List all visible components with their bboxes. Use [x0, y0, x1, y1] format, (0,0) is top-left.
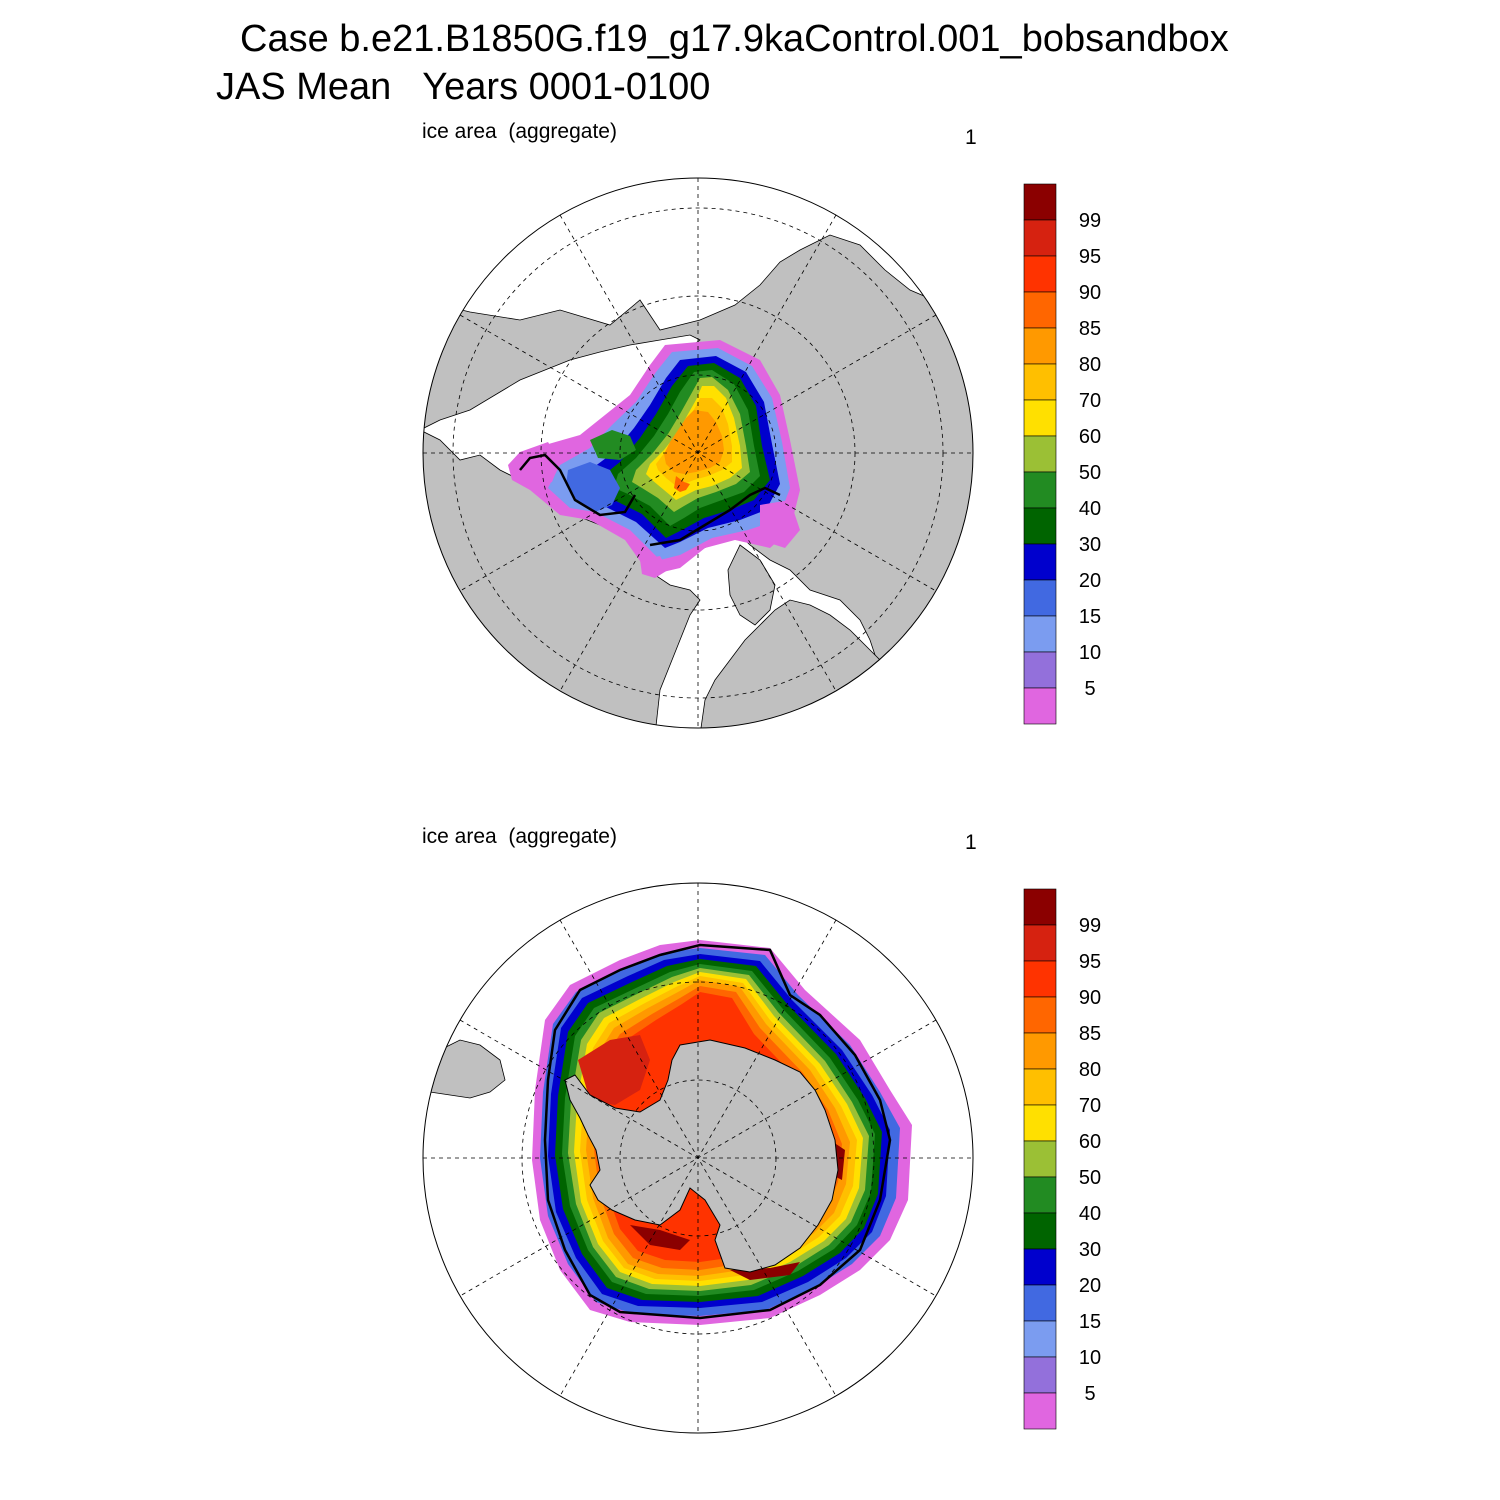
colorbar-swatch	[1023, 1176, 1057, 1214]
north-graticule	[423, 178, 973, 728]
colorbar-swatch	[1023, 996, 1057, 1034]
colorbar-tick-label: 15	[1079, 1311, 1101, 1333]
colorbar-tick-label: 30	[1079, 1239, 1101, 1261]
colorbar-swatch	[1023, 1284, 1057, 1322]
colorbar-swatch	[1023, 291, 1057, 329]
colorbar-swatch	[1023, 579, 1057, 617]
colorbar-tick-label: 20	[1079, 1275, 1101, 1297]
colorbar-tick-label: 10	[1079, 1347, 1101, 1369]
colorbar-swatch	[1023, 1320, 1057, 1358]
colorbar-tick-label: 10	[1079, 642, 1101, 664]
colorbar-tick-label: 80	[1079, 354, 1101, 376]
north-polar-map	[422, 177, 974, 729]
north-ice-edge-contour	[519, 453, 781, 547]
colorbar-swatch	[1023, 435, 1057, 473]
colorbar-tick-label: 60	[1079, 1131, 1101, 1153]
figure-title: Case b.e21.B1850G.f19_g17.9kaControl.001…	[240, 18, 1229, 60]
colorbar-swatch	[1023, 651, 1057, 689]
colorbar-swatch	[1023, 924, 1057, 962]
colorbar-tick-label: 15	[1079, 606, 1101, 628]
panel-1-label: ice area (aggregate)	[422, 120, 617, 143]
colorbar-north: 99 95 90 85 80 70 60 50 40 30 20 15 10 5	[1023, 183, 1101, 725]
colorbar-swatch	[1023, 960, 1057, 998]
colorbar-swatch	[1023, 183, 1057, 221]
colorbar-tick-label: 95	[1079, 246, 1101, 268]
south-graticule	[423, 883, 973, 1433]
colorbar-tick-label: 70	[1079, 390, 1101, 412]
south-polar-map	[422, 882, 974, 1434]
colorbar-swatch	[1023, 327, 1057, 365]
colorbar-tick-label: 80	[1079, 1059, 1101, 1081]
colorbar-tick-label: 20	[1079, 570, 1101, 592]
colorbar-swatch	[1023, 1104, 1057, 1142]
colorbar-swatch	[1023, 543, 1057, 581]
colorbar-swatch	[1023, 399, 1057, 437]
colorbar-tick-label: 70	[1079, 1095, 1101, 1117]
colorbar-swatch	[1023, 363, 1057, 401]
colorbar-swatch	[1023, 255, 1057, 293]
colorbar-tick-label: 50	[1079, 462, 1101, 484]
colorbar-tick-label: 30	[1079, 534, 1101, 556]
colorbar-tick-label: 95	[1079, 951, 1101, 973]
panel-1-number: 1	[965, 126, 977, 149]
colorbar-tick-label: 40	[1079, 498, 1101, 520]
colorbar-tick-label: 60	[1079, 426, 1101, 448]
colorbar-tick-label: 90	[1079, 987, 1101, 1009]
colorbar-swatch	[1023, 1248, 1057, 1286]
south-land-antarctica	[564, 1039, 839, 1273]
north-map-boundary	[422, 177, 974, 729]
colorbar-swatch	[1023, 1068, 1057, 1106]
colorbar-swatch	[1023, 687, 1057, 725]
panel-2-number: 1	[965, 831, 977, 854]
colorbar-swatch	[1023, 1392, 1057, 1430]
figure-subtitle: JAS Mean Years 0001-0100	[216, 66, 711, 108]
colorbar-swatch	[1023, 471, 1057, 509]
colorbar-tick-label: 99	[1079, 915, 1101, 937]
colorbar-swatch	[1023, 1212, 1057, 1250]
colorbar-tick-label: 85	[1079, 1023, 1101, 1045]
panel-2-label: ice area (aggregate)	[422, 825, 617, 848]
colorbar-tick-label: 90	[1079, 282, 1101, 304]
colorbar-swatch	[1023, 888, 1057, 926]
colorbar-swatch	[1023, 1140, 1057, 1178]
colorbar-tick-label: 5	[1084, 678, 1095, 700]
colorbar-swatch	[1023, 1356, 1057, 1394]
colorbar-swatch	[1023, 507, 1057, 545]
south-map-boundary	[422, 882, 974, 1434]
colorbar-tick-label: 5	[1084, 1383, 1095, 1405]
colorbar-swatch	[1023, 1032, 1057, 1070]
colorbar-tick-label: 85	[1079, 318, 1101, 340]
south-ice-edge-contour	[543, 943, 892, 1320]
colorbar-swatch	[1023, 219, 1057, 257]
colorbar-swatch	[1023, 615, 1057, 653]
colorbar-south: 99 95 90 85 80 70 60 50 40 30 20 15 10 5	[1023, 888, 1101, 1430]
colorbar-tick-label: 99	[1079, 210, 1101, 232]
colorbar-tick-label: 50	[1079, 1167, 1101, 1189]
colorbar-tick-label: 40	[1079, 1203, 1101, 1225]
